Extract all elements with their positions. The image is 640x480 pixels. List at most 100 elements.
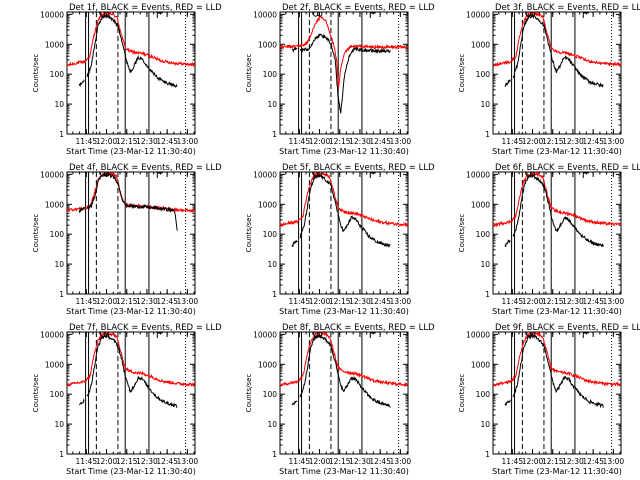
x-tick-label: 12:15: [329, 297, 351, 306]
x-tick-label: 12:30: [349, 137, 371, 146]
y-tick-label: 1: [485, 450, 490, 459]
plot-frame: [279, 171, 409, 295]
y-tick-label: 100: [50, 230, 65, 239]
y-tick-label: 1: [485, 290, 490, 299]
events-series-black: [79, 398, 85, 406]
x-tick-label: 13:00: [177, 297, 199, 306]
panel-title: Det 6f, BLACK = Events, RED = LLD: [495, 163, 640, 173]
x-tick-label: 12:30: [136, 457, 158, 466]
x-tick-label: 12:00: [96, 457, 118, 466]
x-tick-label: 13:00: [603, 457, 625, 466]
y-tick-label: 10: [480, 420, 490, 429]
x-tick-label: 12:30: [136, 297, 158, 306]
x-axis-label: Start Time (23-Mar-12 11:30:40): [66, 467, 196, 476]
x-axis-label: Start Time (23-Mar-12 11:30:40): [66, 307, 196, 316]
y-tick-label: 100: [476, 230, 491, 239]
y-tick-label: 1: [59, 130, 64, 139]
x-tick-label: 12:15: [329, 457, 351, 466]
x-tick-label: 12:00: [96, 137, 118, 146]
y-tick-label: 10000: [466, 330, 490, 339]
x-tick-label: 12:15: [116, 457, 138, 466]
y-tick-label: 1: [272, 450, 277, 459]
x-tick-label: 12:00: [522, 457, 544, 466]
x-tick-label: 11:45: [288, 457, 310, 466]
events-series-black: [512, 173, 604, 248]
panel-title: Det 7f, BLACK = Events, RED = LLD: [69, 323, 222, 333]
x-tick-label: 12:45: [582, 137, 604, 146]
x-tick-label: 12:15: [329, 137, 351, 146]
x-tick-label: 12:30: [349, 297, 371, 306]
events-series-black: [291, 400, 298, 406]
lld-series-red: [280, 332, 408, 388]
x-tick-label: 12:45: [369, 137, 391, 146]
y-tick-label: 1000: [471, 40, 490, 49]
panel-det-9: Det 9f, BLACK = Events, RED = LLD 1 10 100 1…: [458, 323, 640, 476]
y-axis-label: Counts/sec: [245, 374, 253, 413]
lld-series-red: [280, 15, 408, 88]
events-series-black: [291, 239, 298, 248]
y-tick-label: 1000: [45, 360, 64, 369]
y-tick-label: 10000: [40, 10, 64, 19]
y-tick-label: 10: [480, 260, 490, 269]
panel-title: Det 2f, BLACK = Events, RED = LLD: [282, 3, 435, 13]
panel-title: Det 5f, BLACK = Events, RED = LLD: [282, 163, 435, 173]
x-tick-label: 12:00: [309, 137, 331, 146]
state-bracket: [156, 12, 163, 18]
x-axis-label: Start Time (23-Mar-12 11:30:40): [279, 467, 409, 476]
panel-det-1: Det 1f, BLACK = Events, RED = LLD 1 10 100 1…: [32, 3, 222, 156]
lld-series-red: [280, 172, 408, 228]
x-tick-label: 12:00: [522, 297, 544, 306]
attenuator-marker: [530, 172, 536, 177]
lld-series-red: [493, 172, 621, 228]
panel-det-2: Det 2f, BLACK = Events, RED = LLD 1 10 100 1…: [245, 3, 435, 156]
x-tick-label: 12:30: [562, 457, 584, 466]
y-tick-label: 10: [480, 100, 490, 109]
attenuator-marker: [317, 332, 323, 337]
y-tick-label: 10: [54, 420, 64, 429]
x-tick-label: 12:45: [156, 137, 178, 146]
y-tick-label: 1000: [258, 360, 277, 369]
x-tick-label: 12:45: [582, 297, 604, 306]
panel-det-3: Det 3f, BLACK = Events, RED = LLD 1 10 100 1…: [458, 3, 640, 156]
plot-frame: [279, 331, 409, 455]
attenuator-marker: [530, 332, 536, 337]
lld-series-red: [493, 332, 621, 388]
state-bracket: [369, 332, 376, 338]
events-series-black: [86, 333, 178, 409]
x-axis-label: Start Time (23-Mar-12 11:30:40): [66, 147, 196, 156]
state-bracket: [156, 332, 163, 338]
panel-det-8: Det 8f, BLACK = Events, RED = LLD 1 10 100 1…: [245, 323, 435, 476]
events-series-black: [504, 79, 511, 88]
y-tick-label: 100: [263, 70, 278, 79]
y-tick-label: 10: [267, 100, 277, 109]
y-tick-label: 1000: [258, 40, 277, 49]
y-tick-label: 1: [485, 130, 490, 139]
y-tick-label: 100: [50, 70, 65, 79]
x-axis-label: Start Time (23-Mar-12 11:30:40): [279, 307, 409, 316]
x-tick-label: 12:45: [156, 297, 178, 306]
x-axis-label: Start Time (23-Mar-12 11:30:40): [279, 147, 409, 156]
y-axis-label: Counts/sec: [32, 54, 40, 93]
y-tick-label: 100: [476, 390, 491, 399]
x-tick-label: 12:00: [96, 297, 118, 306]
y-tick-label: 10000: [253, 330, 277, 339]
events-series-black: [86, 172, 178, 231]
attenuator-marker: [104, 172, 110, 177]
plot-frame: [66, 331, 196, 455]
y-tick-label: 1000: [471, 360, 490, 369]
y-tick-label: 10: [54, 100, 64, 109]
x-tick-label: 13:00: [390, 137, 412, 146]
y-tick-label: 10000: [466, 10, 490, 19]
y-tick-label: 100: [50, 390, 65, 399]
x-tick-label: 11:45: [75, 457, 97, 466]
panel-det-7: Det 7f, BLACK = Events, RED = LLD 1 10 100 1…: [32, 323, 222, 476]
x-tick-label: 13:00: [177, 137, 199, 146]
x-tick-label: 12:45: [369, 457, 391, 466]
panel-det-4: Det 4f, BLACK = Events, RED = LLD 1 10 100 1…: [32, 163, 222, 316]
events-series-black: [299, 33, 391, 114]
y-tick-label: 1000: [258, 200, 277, 209]
panel-title: Det 3f, BLACK = Events, RED = LLD: [495, 3, 640, 13]
y-tick-label: 1000: [471, 200, 490, 209]
x-axis-label: Start Time (23-Mar-12 11:30:40): [492, 307, 622, 316]
